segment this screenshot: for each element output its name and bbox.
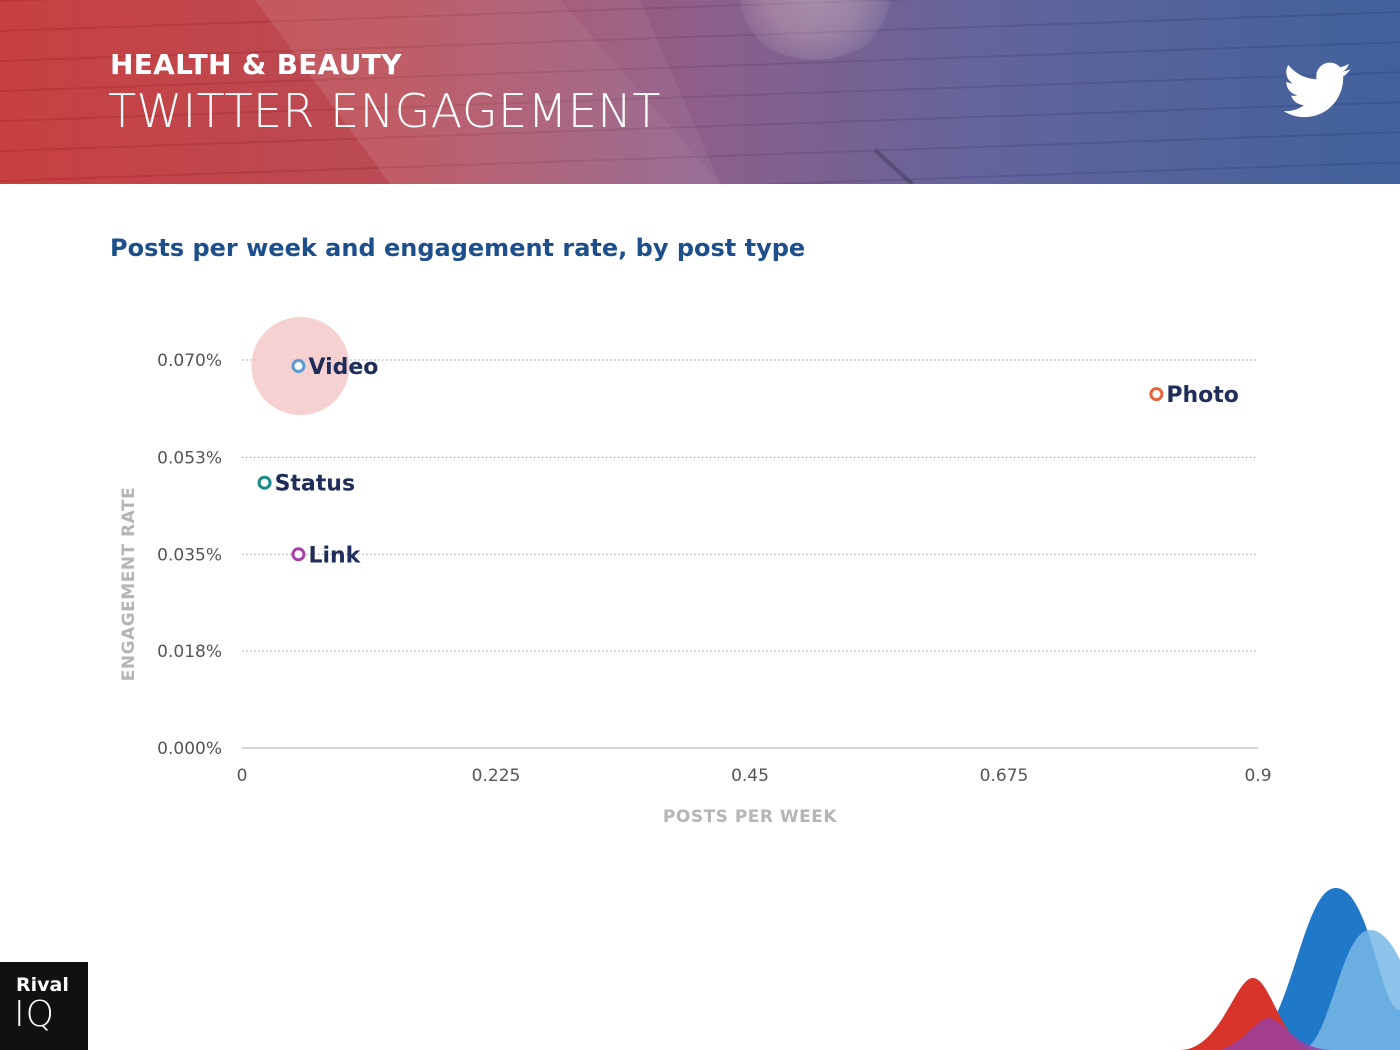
header-title: TWITTER ENGAGEMENT [108, 84, 661, 138]
y-axis-title: ENGAGEMENT RATE [119, 487, 139, 681]
x-tick-label: 0.675 [980, 766, 1029, 786]
scatter-chart: 0.000% 0.018% 0.035% 0.053% 0.070% 0 0.225 0.45… [119, 317, 1272, 827]
data-point-photo [1149, 387, 1164, 402]
decorative-waves [1180, 887, 1400, 1050]
header-wood-texture [0, 0, 1400, 184]
point-label-status: Status [275, 472, 355, 497]
rival-iq-logo: Rival IQ [0, 962, 88, 1050]
x-axis-title: POSTS PER WEEK [663, 807, 837, 827]
x-tick-label: 0.45 [731, 766, 769, 786]
tick-layer: 0.000% 0.018% 0.035% 0.053% 0.070% 0 0.225 0.45… [157, 351, 1271, 786]
y-tick-label: 0.053% [157, 448, 222, 468]
header-decoration [255, 0, 914, 184]
header-kicker: HEALTH & BEAUTY [110, 48, 402, 81]
chart-title: Posts per week and engagement rate, by p… [110, 234, 806, 262]
logo-line-2: IQ [14, 994, 55, 1035]
y-tick-label: 0.035% [157, 545, 222, 565]
point-label-photo: Photo [1166, 383, 1239, 408]
twitter-bird-icon [1284, 62, 1351, 118]
data-point-link [291, 547, 306, 562]
point-label-video: Video [308, 355, 378, 380]
point-layer: Video Photo Status Link [251, 317, 1239, 568]
y-tick-label: 0.018% [157, 642, 222, 662]
header-banner: HEALTH & BEAUTY TWITTER ENGAGEMENT [0, 0, 1400, 184]
y-tick-label: 0.000% [157, 739, 222, 759]
x-tick-label: 0 [237, 766, 248, 786]
logo-line-1: Rival [16, 974, 69, 996]
point-label-link: Link [308, 543, 361, 568]
x-tick-label: 0.225 [472, 766, 521, 786]
grid-layer [242, 359, 1258, 749]
x-tick-label: 0.9 [1244, 766, 1271, 786]
data-point-status [257, 475, 272, 490]
data-point-video [291, 359, 306, 374]
y-tick-label: 0.070% [157, 351, 222, 371]
